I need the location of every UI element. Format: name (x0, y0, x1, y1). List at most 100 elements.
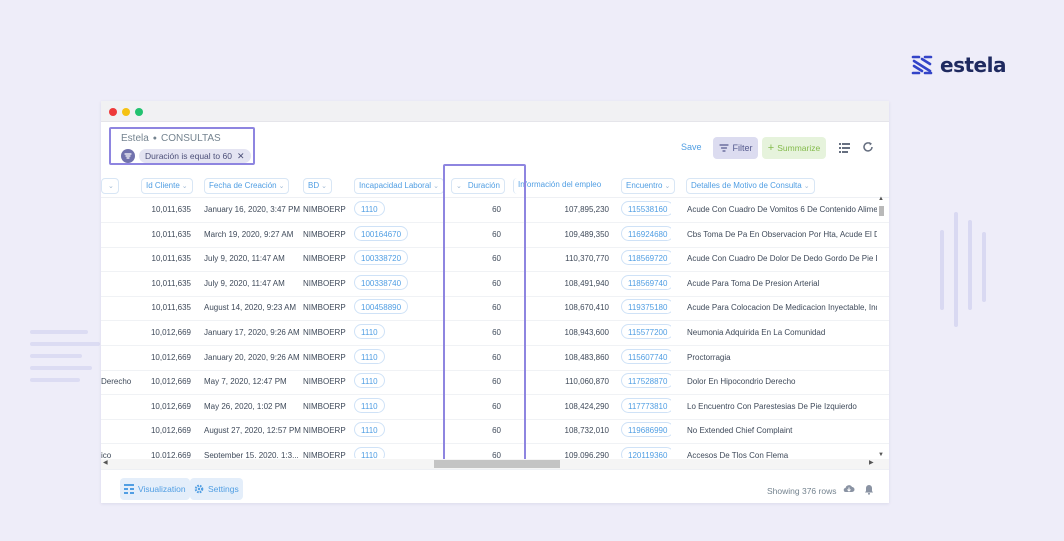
active-filter-pill[interactable]: Duración is equal to 60 ✕ (139, 149, 251, 163)
list-view-icon[interactable] (839, 143, 851, 153)
column-header-label: Información del empleo (518, 180, 602, 189)
table-header-row: ⌄ Id Cliente ⌄ Fecha de Creación ⌄ BD ⌄ Incapac… (101, 174, 889, 198)
cell-incapacidad: 1110 (354, 346, 434, 370)
breadcrumb: Estela ● CONSULTAS (121, 133, 221, 144)
column-header-fecha[interactable]: Fecha de Creación ⌄ (204, 178, 290, 194)
incapacidad-link[interactable]: 100338740 (354, 274, 409, 290)
cell-bd: NIMBOERP (303, 377, 346, 387)
cell-detalles: No Extended Chief Complaint (687, 426, 793, 436)
encuentro-link[interactable]: 118569720 (621, 250, 671, 266)
column-header-label: Id Cliente (146, 181, 180, 190)
settings-button[interactable]: Settings (190, 478, 243, 500)
download-icon[interactable] (843, 484, 855, 494)
breadcrumb-highlight: Estela ● CONSULTAS Duración is equal to 60… (109, 127, 255, 165)
encuentro-link[interactable]: 119375180 (621, 299, 671, 315)
column-header-label: Detalles de Motivo de Consulta (691, 181, 802, 190)
encuentro-link[interactable]: 118569740 (621, 274, 671, 290)
cell-bd: NIMBOERP (303, 426, 346, 436)
bell-icon[interactable] (864, 484, 874, 495)
cell-id-cliente: 10,012,669 (150, 401, 191, 411)
column-header-prev[interactable]: ⌄ (101, 178, 119, 194)
table-row[interactable]: 10,012,669 August 27, 2020, 12:57 PM NIMBO… (101, 419, 889, 445)
remove-filter-icon[interactable]: ✕ (236, 151, 245, 161)
breadcrumb-current[interactable]: CONSULTAS (161, 133, 221, 144)
save-button[interactable]: Save (681, 142, 702, 152)
incapacidad-link[interactable]: 1110 (354, 397, 385, 413)
encuentro-link[interactable]: 115607740 (621, 348, 671, 364)
cell-encuentro: 116924680 (621, 223, 671, 247)
column-header-duracion[interactable]: ⌄ Duración (451, 178, 505, 194)
refresh-icon[interactable] (862, 141, 874, 153)
horizontal-scrollbar[interactable]: ◀ ▶ (101, 459, 889, 469)
vertical-scrollbar[interactable]: ▲ ▼ (877, 196, 886, 458)
cell-info-empleo: 107,895,230 (564, 205, 610, 214)
cell-fecha: January 17, 2020, 9:26 AM (204, 328, 300, 337)
cell-encuentro: 118569740 (621, 272, 671, 296)
column-header-detalles[interactable]: Detalles de Motivo de Consulta ⌄ (686, 178, 815, 194)
horizontal-scroll-thumb[interactable] (434, 460, 560, 468)
incapacidad-link[interactable]: 1110 (354, 447, 385, 458)
encuentro-link[interactable]: 115538160 (621, 201, 671, 216)
close-window-button[interactable] (109, 108, 117, 116)
incapacidad-link[interactable]: 1110 (354, 201, 385, 216)
table-row[interactable]: 10,011,635 July 9, 2020, 11:47 AM NIMBOERP… (101, 247, 889, 273)
scroll-up-arrow-icon[interactable]: ▲ (878, 196, 884, 202)
table-row[interactable]: 10,012,669 May 26, 2020, 1:02 PM NIMBOERP 1… (101, 395, 889, 420)
cell-fecha: July 9, 2020, 11:47 AM (204, 254, 285, 264)
table-row[interactable]: 10,011,635 March 19, 2020, 9:27 AM NIMBOER… (101, 223, 889, 248)
incapacidad-link[interactable]: 1110 (354, 373, 385, 389)
cell-incapacidad: 1110 (354, 198, 434, 222)
table-row[interactable]: 10,012,669 January 20, 2020, 9:26 AM NIMBO… (101, 346, 889, 371)
incapacidad-link[interactable]: 1110 (354, 324, 385, 339)
incapacidad-link[interactable]: 100164670 (354, 225, 409, 241)
table-row[interactable]: ico 10,012,669 September 15, 2020, 1:3... N… (101, 444, 889, 458)
scroll-right-arrow-icon[interactable]: ▶ (869, 460, 874, 466)
cell-fecha: August 27, 2020, 12:57 PM (204, 426, 301, 436)
cell-bd: NIMBOERP (303, 278, 346, 288)
incapacidad-link[interactable]: 100458890 (354, 299, 409, 315)
scroll-down-arrow-icon[interactable]: ▼ (878, 452, 884, 458)
cell-info-empleo: 108,483,860 (564, 352, 610, 362)
cell-id-cliente: 10,011,635 (151, 278, 191, 288)
visualization-button[interactable]: Visualization (120, 478, 190, 500)
summarize-button[interactable]: + Summarize (762, 137, 826, 159)
table-row[interactable]: 10,011,635 January 16, 2020, 3:47 PM NIMBO… (101, 198, 889, 223)
vertical-scroll-thumb[interactable] (879, 206, 884, 216)
filter-button-label: Filter (732, 143, 753, 153)
breadcrumb-parent[interactable]: Estela (121, 133, 149, 144)
maximize-window-button[interactable] (135, 108, 143, 116)
filter-funnel-icon[interactable] (121, 149, 135, 163)
minimize-window-button[interactable] (122, 108, 130, 116)
column-header-label: BD (308, 181, 320, 190)
decorative-bars-right (940, 212, 986, 327)
column-header-id-cliente[interactable]: Id Cliente ⌄ (141, 178, 193, 194)
decorative-lines-left (30, 330, 100, 390)
breadcrumb-separator: ● (152, 135, 158, 142)
cell-id-cliente: 10,012,669 (150, 352, 191, 362)
incapacidad-link[interactable]: 1110 (354, 348, 385, 364)
encuentro-link[interactable]: 116924680 (621, 225, 671, 241)
incapacidad-link[interactable]: 100338720 (354, 250, 409, 266)
cell-prev (101, 321, 131, 345)
column-header-incapacidad[interactable]: Incapacidad Laboral ⌄ (354, 178, 444, 194)
table-row[interactable]: 10,011,635 August 14, 2020, 9:23 AM NIMBOE… (101, 296, 889, 322)
filter-button[interactable]: Filter (713, 137, 758, 159)
cell-id-cliente: 10,011,635 (151, 205, 191, 214)
incapacidad-link[interactable]: 1110 (354, 422, 385, 438)
scroll-left-arrow-icon[interactable]: ◀ (103, 460, 108, 466)
cell-duracion: 60 (492, 205, 501, 214)
column-header-encuentro[interactable]: Encuentro ⌄ (621, 178, 676, 194)
table-row[interactable]: Derecho 10,012,669 May 7, 2020, 12:47 PM NI… (101, 370, 889, 396)
encuentro-link[interactable]: 119686990 (621, 422, 671, 438)
column-header-info-empleo[interactable]: Información del empleo (513, 178, 609, 194)
table-row[interactable]: 10,012,669 January 17, 2020, 9:26 AM NIMBO… (101, 321, 889, 346)
visualization-label: Visualization (138, 484, 186, 494)
encuentro-link[interactable]: 117773810 (621, 397, 671, 413)
table-row[interactable]: 10,011,635 July 9, 2020, 11:47 AM NIMBOERP… (101, 272, 889, 297)
encuentro-link[interactable]: 115577200 (621, 324, 671, 339)
encuentro-link[interactable]: 120119360 (621, 447, 671, 458)
column-header-bd[interactable]: BD ⌄ (303, 178, 332, 194)
cell-fecha: May 26, 2020, 1:02 PM (204, 401, 287, 411)
encuentro-link[interactable]: 117528870 (621, 373, 671, 389)
cell-duracion: 60 (492, 451, 501, 458)
